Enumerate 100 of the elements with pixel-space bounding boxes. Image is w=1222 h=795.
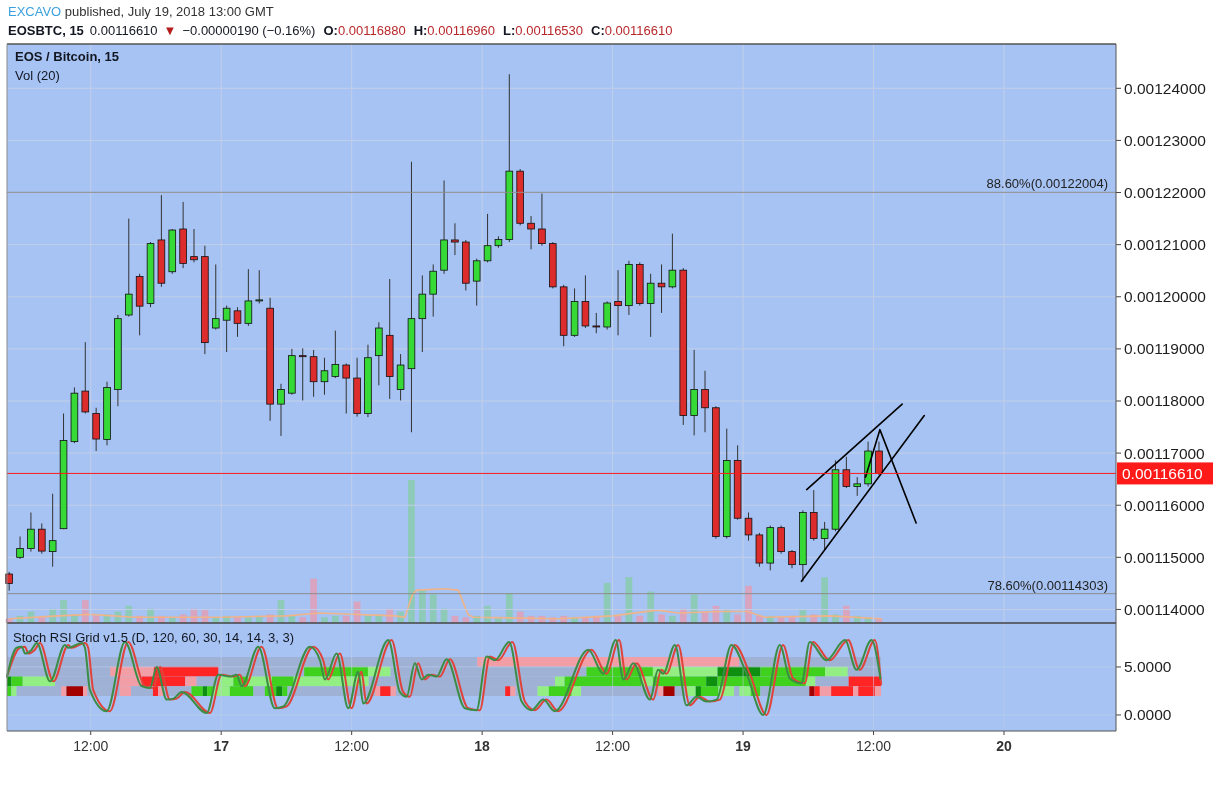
bar (809, 686, 815, 696)
bar (734, 686, 740, 696)
candlestick (842, 456, 851, 489)
y-tick-label: 0.00118000 (1124, 392, 1206, 410)
candlestick (331, 330, 340, 379)
candlestick (125, 218, 133, 318)
candlestick (472, 258, 481, 307)
text: O:0.00116880 (323, 23, 406, 38)
chart-title: Vol (20) (15, 68, 60, 83)
bar (819, 686, 832, 696)
candlestick (222, 305, 231, 353)
candlestick (38, 522, 46, 555)
candlestick (603, 300, 611, 331)
bar (745, 585, 752, 623)
text: L:0.00116530 (503, 23, 584, 38)
x-tick-label: 12:00 (73, 738, 109, 754)
y-tick-label: 0.0000 (1124, 706, 1172, 724)
bar (81, 600, 89, 623)
candlestick (788, 549, 796, 569)
candlestick (451, 222, 459, 256)
candlestick (875, 441, 883, 476)
candlestick (657, 263, 666, 314)
candlestick (592, 312, 601, 334)
bar (821, 577, 828, 623)
bar (695, 686, 701, 696)
candlestick (701, 370, 709, 433)
bar (418, 590, 426, 623)
bar (658, 614, 665, 623)
bar (310, 578, 317, 623)
bar (658, 686, 664, 696)
ref-line-label: 0.00116610 (1122, 464, 1204, 482)
candlestick (614, 269, 622, 336)
candlestick (211, 263, 220, 331)
x-tick-label: 19 (735, 738, 752, 754)
candlestick (668, 233, 677, 289)
bar (814, 686, 820, 696)
y-tick-label: 0.00115000 (1124, 548, 1206, 566)
y-tick-label: 0.00119000 (1124, 340, 1206, 358)
chart-title: EOS / Bitcoin, 15 (15, 49, 120, 64)
candlestick (233, 306, 242, 338)
candlestick (483, 213, 492, 263)
text: H:0.00116960 (413, 23, 496, 38)
candlestick (744, 512, 753, 542)
candlestick (16, 535, 24, 560)
candlestick (48, 493, 57, 568)
text: ▼ (163, 23, 177, 38)
candlestick (190, 228, 198, 263)
bar (390, 686, 396, 696)
y-tick-label: 0.00114000 (1124, 600, 1206, 618)
candlestick (853, 476, 861, 497)
candlestick (277, 383, 285, 437)
y-tick-label: 5.0000 (1124, 658, 1172, 676)
bar (739, 686, 751, 696)
y-tick-label: 0.00123000 (1124, 131, 1207, 149)
candlestick (646, 273, 655, 338)
y-tick-label: 0.00120000 (1124, 288, 1207, 306)
ref-line-label: 78.60%(0.00114303) (987, 577, 1108, 593)
candlestick (342, 362, 350, 414)
bar (408, 480, 415, 623)
y-tick-label: 0.00122000 (1124, 184, 1207, 202)
candlestick (820, 521, 829, 551)
text: EXCAVO published, July 19, 2018 13:00 GMT (8, 4, 274, 19)
text: Stoch RSI Grid v1.5 (D, 120, 60, 30, 14, 14, 3, 3) (13, 630, 295, 645)
bar (734, 614, 742, 623)
x-tick-label: 20 (996, 738, 1013, 754)
text: 0.00116610 (89, 23, 158, 38)
bar (429, 594, 437, 623)
bar (571, 686, 582, 696)
text: C:0.00116610 (591, 23, 673, 38)
text: EOSBTC, 15 (8, 23, 84, 38)
x-tick-label: 12:00 (856, 738, 892, 754)
candlestick (81, 341, 90, 414)
y-tick-label: 0.00124000 (1124, 79, 1207, 97)
candlestick (429, 263, 437, 318)
candlestick (255, 269, 264, 305)
candlestick (298, 347, 307, 401)
bar (663, 686, 675, 696)
bar (537, 686, 549, 696)
x-tick-label: 12:00 (334, 738, 370, 754)
bar (380, 686, 391, 696)
bar (321, 617, 328, 623)
candlestick (538, 193, 546, 247)
ref-line-label: 88.60%(0.00122004) (986, 176, 1108, 192)
bar (505, 686, 511, 696)
bar (462, 617, 470, 623)
x-tick-label: 18 (474, 738, 491, 754)
candlestick (27, 512, 35, 553)
y-tick-label: 0.00121000 (1124, 236, 1207, 254)
x-tick-label: 12:00 (595, 738, 631, 754)
y-tick-label: 0.00116000 (1124, 496, 1206, 514)
y-tick-label: 0.00117000 (1124, 444, 1206, 462)
bar (510, 686, 516, 696)
bar (853, 686, 859, 696)
text: −0.00000190 (−0.16%) (182, 23, 316, 38)
bar (690, 594, 698, 623)
bar (603, 582, 611, 623)
x-tick-label: 17 (213, 738, 230, 754)
candlestick (527, 215, 535, 250)
bar (874, 686, 881, 696)
bar (299, 617, 307, 623)
